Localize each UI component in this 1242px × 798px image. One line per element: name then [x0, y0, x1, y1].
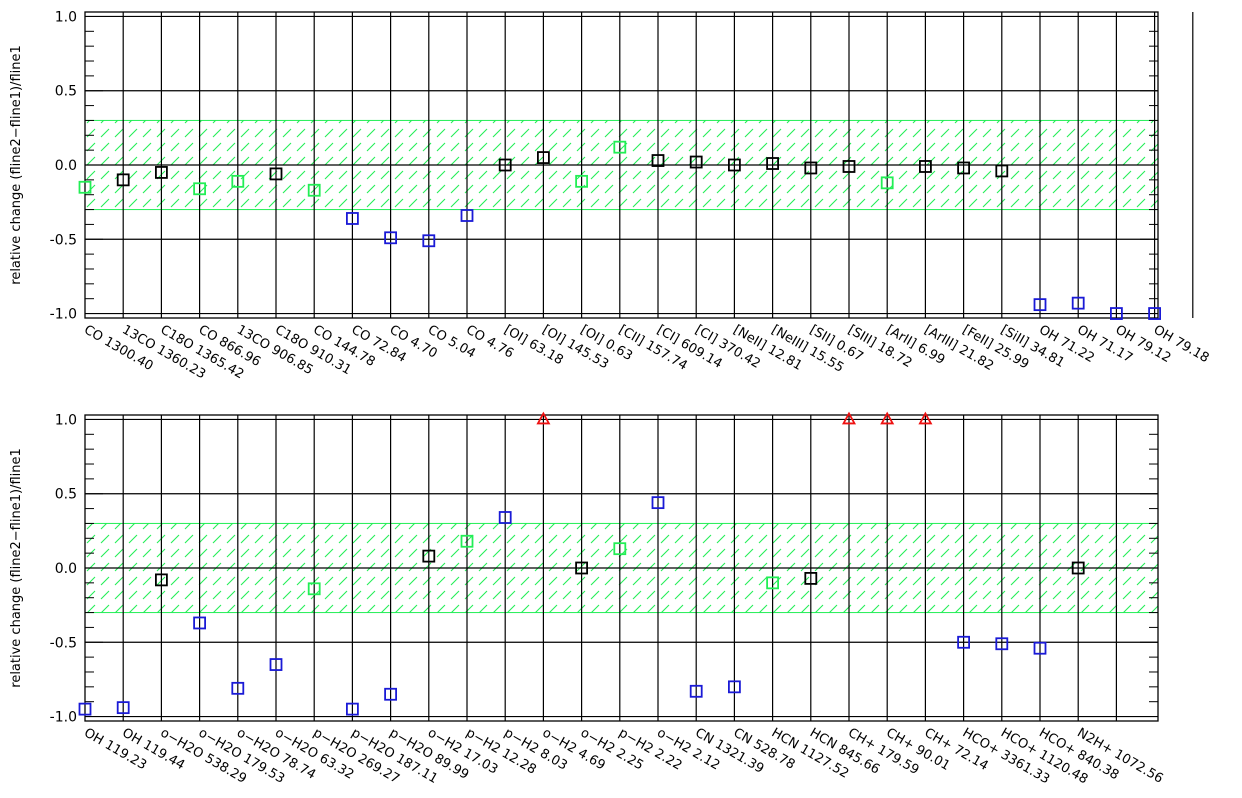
data-point: [1033, 298, 1047, 312]
data-point: [766, 576, 779, 590]
y-tick-label: -1.0: [50, 710, 77, 726]
data-point: [384, 687, 398, 701]
data-point: [1071, 561, 1085, 575]
y-tick-label: -0.5: [50, 232, 77, 248]
y-tick-label: 0.0: [55, 158, 77, 174]
data-point: [1033, 641, 1047, 655]
data-point: [995, 164, 1009, 178]
y-tick-label: 0.5: [55, 84, 77, 100]
data-point: [193, 616, 207, 630]
data-point: [154, 166, 168, 179]
data-point-triangle: [841, 411, 857, 425]
data-point: [422, 234, 436, 248]
data-point: [575, 561, 588, 575]
data-point: [728, 680, 741, 694]
data-point: [651, 154, 665, 167]
data-point: [957, 635, 970, 649]
data-point: [307, 582, 321, 596]
data-point: [345, 702, 359, 716]
data-point: [269, 658, 283, 671]
bottom-panel: 1.0 0.5 0.0 -0.5 -1.0 relative change (fline2…: [9, 411, 1166, 787]
data-point: [804, 571, 818, 585]
data-point: [804, 161, 818, 175]
data-point: [307, 183, 321, 197]
data-point: [116, 173, 130, 187]
y-tick-label: -0.5: [50, 635, 77, 651]
y-axis-label: relative change (fline2−fline1)/fline1: [9, 448, 24, 687]
data-point-triangle: [880, 411, 895, 425]
y-axis-label: relative change (fline2−fline1)/fline1: [9, 45, 24, 284]
data-point: [689, 155, 703, 169]
data-point: [78, 180, 92, 194]
data-point: [575, 174, 588, 188]
data-point: [193, 182, 207, 196]
data-point: [957, 161, 970, 175]
data-point: [651, 496, 665, 510]
y-tick-label: 0.0: [55, 561, 77, 577]
y-tick-label: 1.0: [55, 9, 77, 25]
data-point: [154, 573, 168, 587]
data-point: [1148, 307, 1161, 320]
y-tick-label: 0.5: [55, 487, 77, 503]
data-point: [1110, 307, 1123, 320]
data-point: [498, 511, 512, 524]
data-point: [460, 209, 474, 222]
data-point: [116, 701, 130, 715]
data-point: [460, 534, 474, 548]
y-tick-label: 1.0: [55, 412, 77, 428]
data-point-triangle: [536, 411, 551, 425]
data-point: [1071, 296, 1085, 310]
data-point: [384, 231, 398, 245]
data-point: [231, 174, 245, 188]
data-point: [422, 549, 436, 563]
plot-frame: [84, 11, 1159, 319]
data-point: [766, 157, 779, 170]
data-point: [345, 212, 359, 225]
data-point: [995, 637, 1009, 651]
data-point: [231, 681, 245, 695]
data-point: [689, 684, 703, 698]
data-point: [728, 158, 741, 172]
data-point: [919, 160, 932, 173]
data-point: [78, 702, 92, 716]
data-point-triangle: [918, 411, 933, 425]
data-point: [269, 167, 283, 181]
data-point: [498, 158, 512, 172]
y-tick-label: -1.0: [50, 307, 77, 323]
data-point: [880, 176, 894, 190]
top-panel: 1.0 0.5 0.0 -0.5 -1.0 relative change (fline2…: [9, 9, 1211, 382]
data-point: [537, 151, 550, 164]
data-point: [613, 542, 627, 556]
data-point: [842, 160, 856, 173]
data-point: [613, 140, 627, 154]
plot-frame: [84, 414, 1159, 722]
